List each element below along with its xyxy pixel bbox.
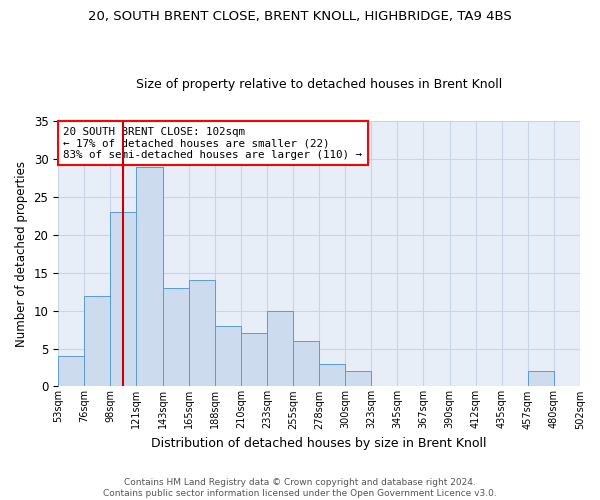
Bar	[188, 280, 215, 386]
Bar	[163, 288, 188, 386]
Bar	[319, 364, 345, 386]
Bar	[215, 326, 241, 386]
Bar	[58, 356, 84, 386]
Title: Size of property relative to detached houses in Brent Knoll: Size of property relative to detached ho…	[136, 78, 502, 91]
Bar	[84, 296, 110, 386]
X-axis label: Distribution of detached houses by size in Brent Knoll: Distribution of detached houses by size …	[151, 437, 487, 450]
Bar	[241, 334, 267, 386]
Y-axis label: Number of detached properties: Number of detached properties	[15, 161, 28, 347]
Bar	[110, 212, 136, 386]
Text: Contains HM Land Registry data © Crown copyright and database right 2024.
Contai: Contains HM Land Registry data © Crown c…	[103, 478, 497, 498]
Bar	[136, 167, 163, 386]
Text: 20 SOUTH BRENT CLOSE: 102sqm
← 17% of detached houses are smaller (22)
83% of se: 20 SOUTH BRENT CLOSE: 102sqm ← 17% of de…	[64, 126, 362, 160]
Bar	[293, 341, 319, 386]
Text: 20, SOUTH BRENT CLOSE, BRENT KNOLL, HIGHBRIDGE, TA9 4BS: 20, SOUTH BRENT CLOSE, BRENT KNOLL, HIGH…	[88, 10, 512, 23]
Bar	[267, 310, 293, 386]
Bar	[528, 371, 554, 386]
Bar	[345, 371, 371, 386]
